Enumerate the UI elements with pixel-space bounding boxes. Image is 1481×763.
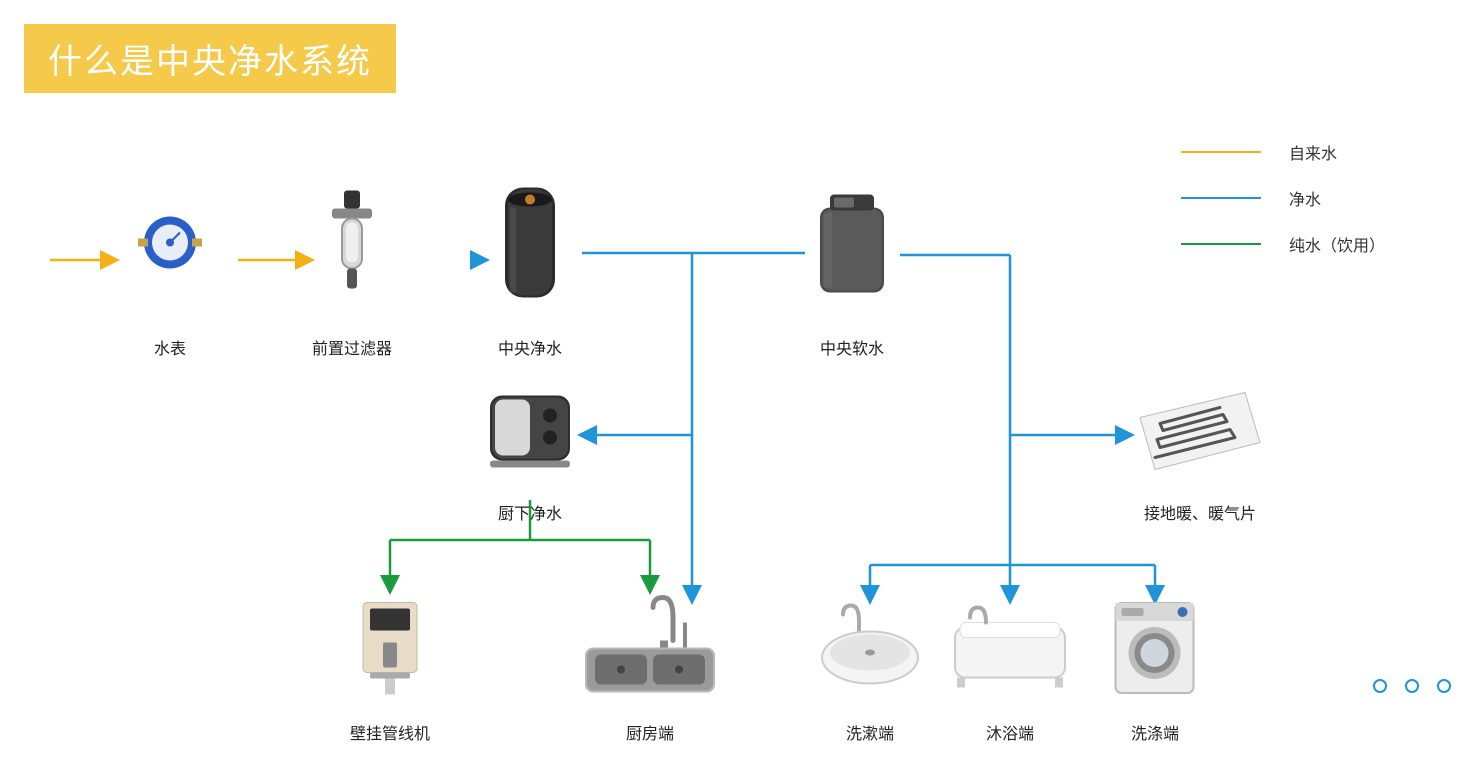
label-laundry: 洗涤端	[1131, 720, 1179, 744]
page-dot	[1373, 679, 1387, 693]
page-title-box: 什么是中央净水系统	[24, 24, 396, 93]
legend-label-clean: 净水	[1289, 186, 1321, 210]
legend-label-pure: 纯水（饮用）	[1289, 232, 1385, 256]
under-sink-purifier-icon	[475, 378, 585, 483]
page-dot	[1437, 679, 1451, 693]
label-bath: 沐浴端	[986, 720, 1034, 744]
wash-basin-icon	[815, 603, 925, 698]
softener-icon	[802, 183, 902, 308]
prefilter-icon	[322, 183, 382, 308]
page-title: 什么是中央净水系统	[48, 43, 372, 81]
kitchen-sink-icon	[575, 593, 725, 708]
bathtub-icon	[945, 603, 1075, 698]
label-kitchen: 厨房端	[626, 720, 674, 744]
label-softener: 中央软水	[820, 335, 884, 359]
legend-item-clean: 净水	[1181, 186, 1441, 210]
wall-dispenser-icon	[345, 593, 435, 708]
label-prefilter: 前置过滤器	[312, 335, 392, 359]
label-wash: 洗漱端	[846, 720, 894, 744]
label-underkitchen: 厨下净水	[498, 500, 562, 524]
legend-item-pure: 纯水（饮用）	[1181, 232, 1441, 256]
flow-lines	[0, 0, 1481, 763]
label-central: 中央净水	[498, 335, 562, 359]
legend-item-tap: 自来水	[1181, 140, 1441, 164]
water-meter-icon	[130, 203, 210, 288]
label-wallmount: 壁挂管线机	[350, 720, 430, 744]
legend-line-pure	[1181, 243, 1261, 245]
page-indicator	[1373, 679, 1451, 693]
legend-line-clean	[1181, 197, 1261, 199]
label-heating: 接地暖、暖气片	[1144, 500, 1256, 524]
legend: 自来水 净水 纯水（饮用）	[1181, 140, 1441, 278]
central-purifier-icon	[490, 178, 570, 313]
floor-heating-icon	[1135, 388, 1265, 483]
page-dot	[1405, 679, 1419, 693]
legend-label-tap: 自来水	[1289, 140, 1337, 164]
label-meter: 水表	[154, 335, 186, 359]
legend-line-tap	[1181, 151, 1261, 153]
washing-machine-icon	[1108, 595, 1203, 705]
